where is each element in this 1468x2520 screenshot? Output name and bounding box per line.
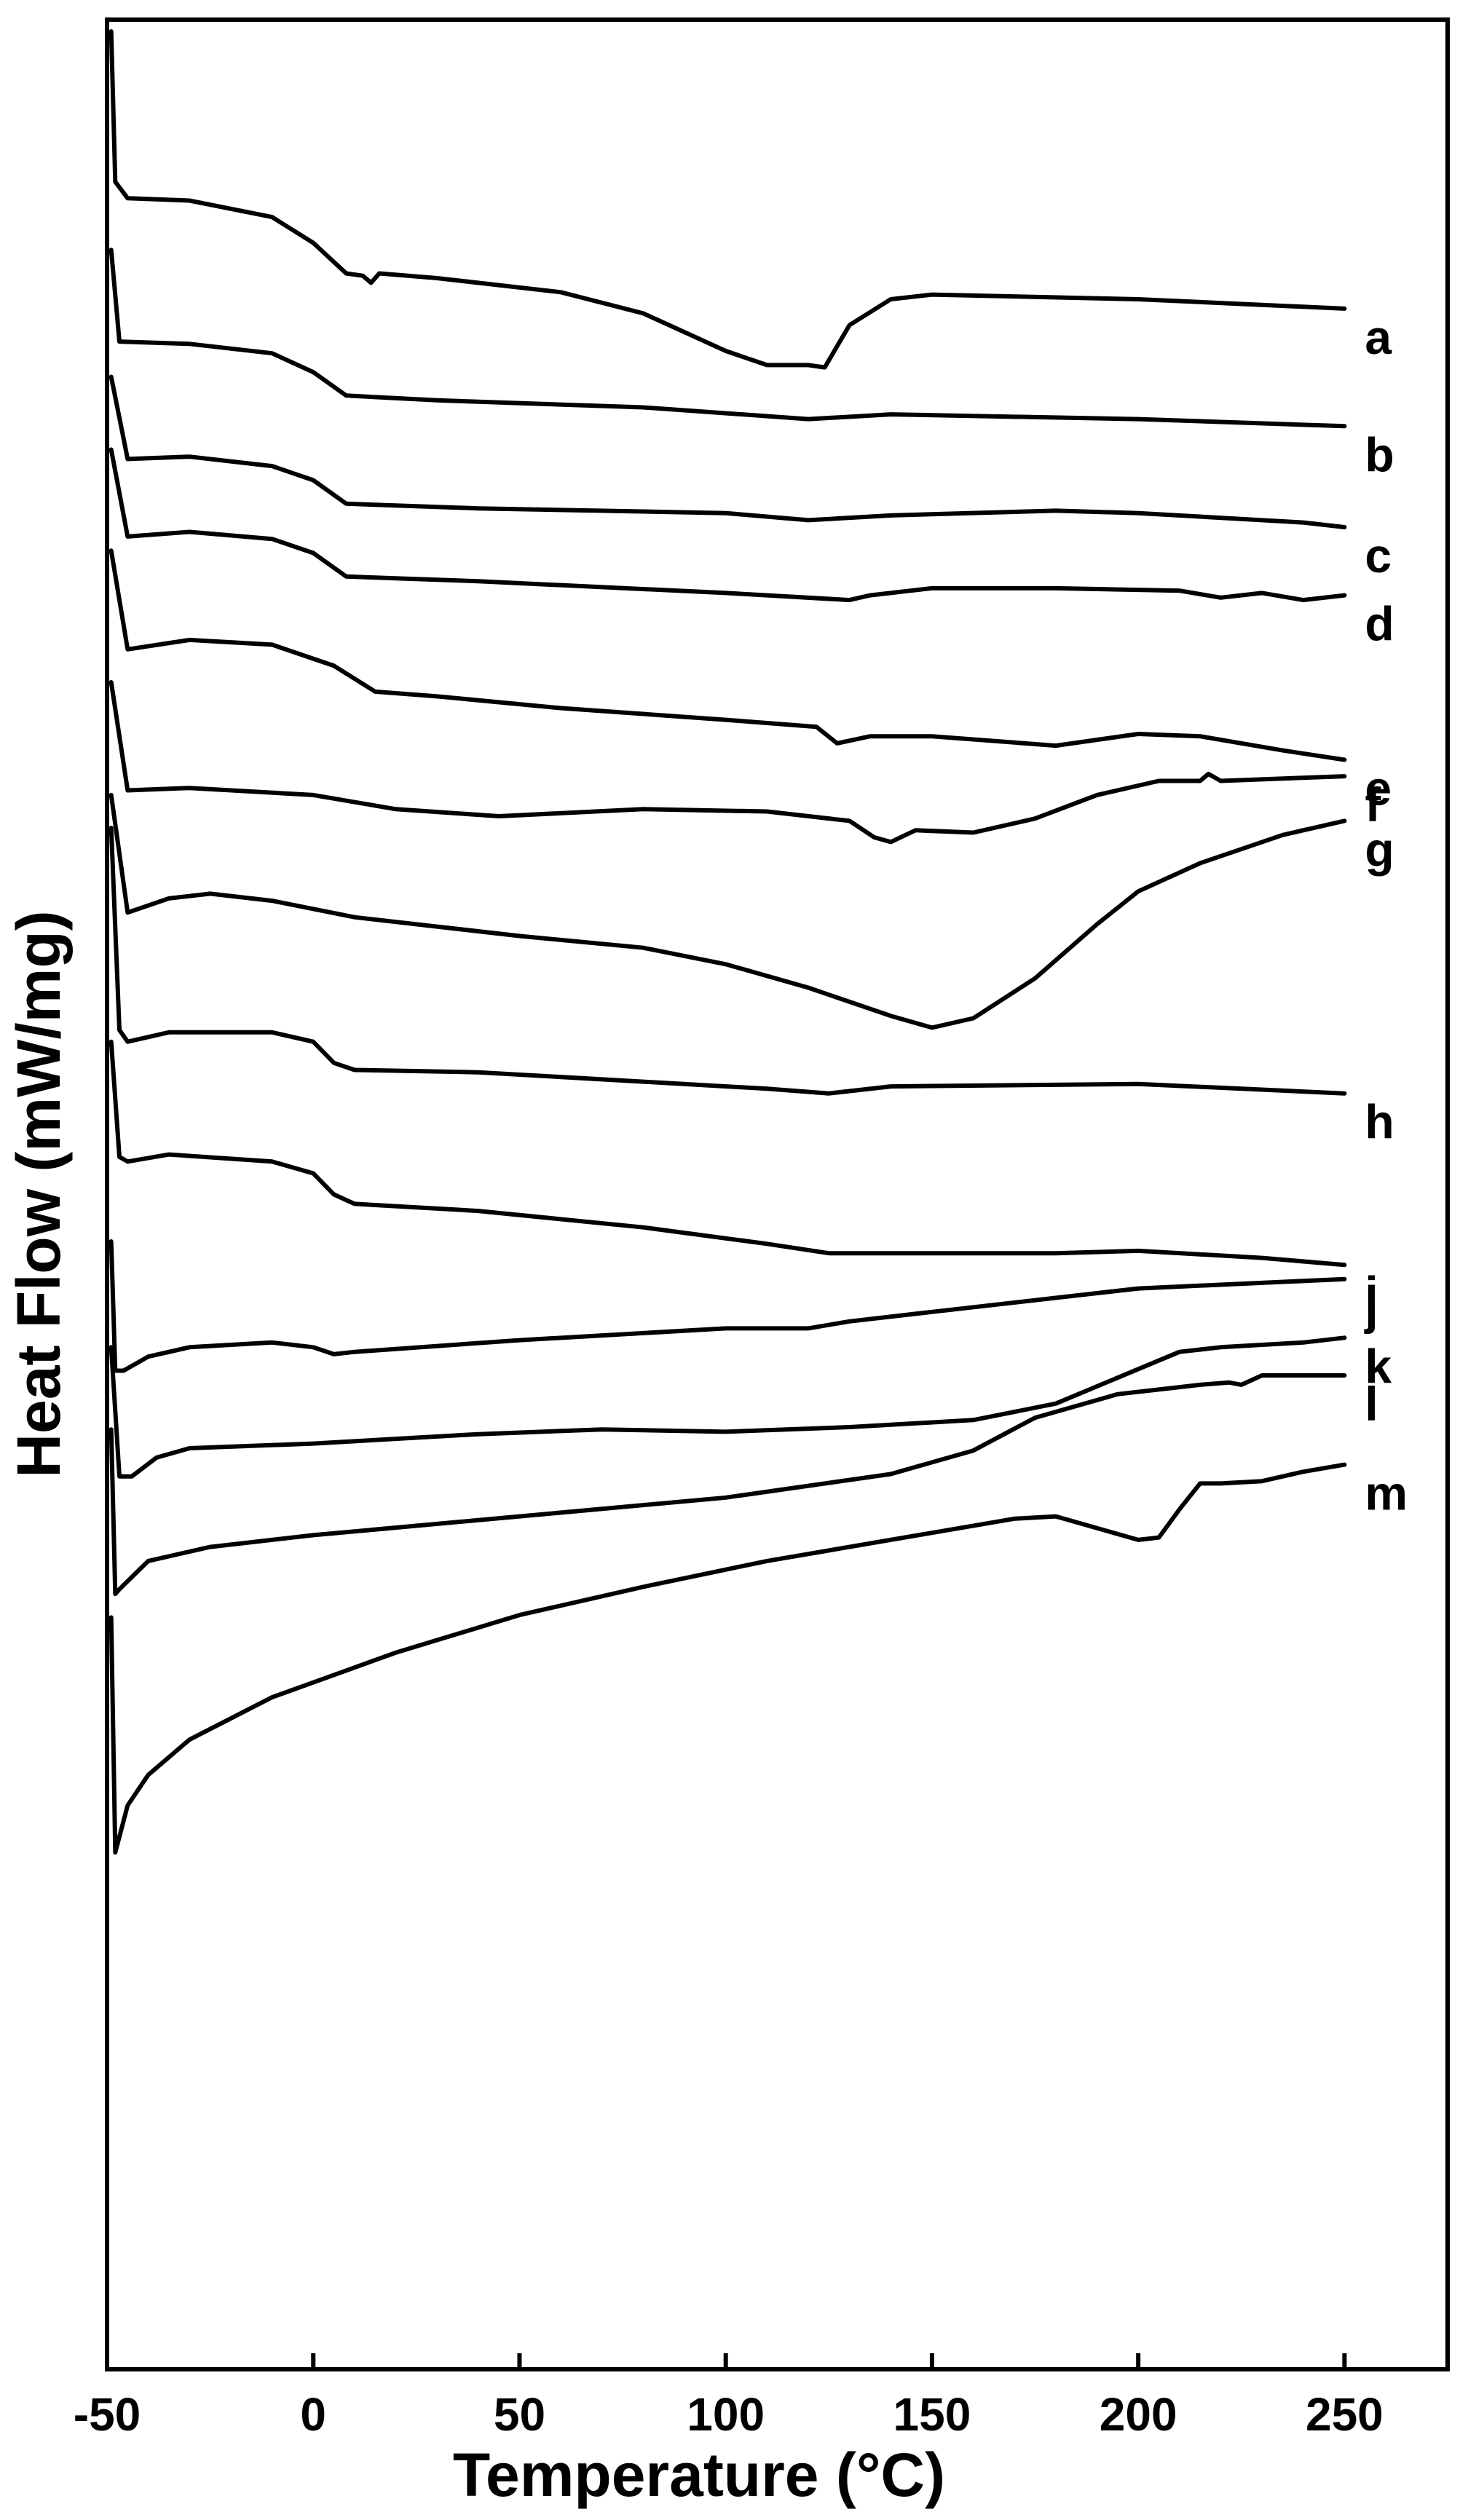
- x-tick-label: 50: [494, 2388, 545, 2441]
- series-label-i: i: [1365, 1266, 1378, 1320]
- series-label-f: f: [1365, 778, 1381, 832]
- plot-frame: [105, 17, 1450, 2371]
- series-label-b: b: [1365, 427, 1394, 481]
- x-tick-label: 100: [687, 2388, 765, 2441]
- x-axis-tick-labels: -50 0 50 100 150 200 250: [74, 2388, 1384, 2441]
- series-line-l: [108, 1373, 1347, 1597]
- series-label-m: m: [1365, 1466, 1408, 1520]
- series-line-e: [108, 548, 1347, 762]
- series-label-j: j: [1363, 1281, 1378, 1335]
- series-line-j: [108, 1239, 1347, 1373]
- series-label-k: k: [1365, 1339, 1392, 1393]
- series-curves: [108, 29, 1347, 1855]
- x-tick-label: -50: [74, 2388, 141, 2441]
- series-line-c: [108, 374, 1347, 529]
- x-tick-label: 0: [300, 2388, 326, 2441]
- series-label-a: a: [1365, 310, 1392, 364]
- series-line-f: [108, 680, 1347, 845]
- series-line-a: [108, 29, 1347, 370]
- series-line-b: [108, 248, 1347, 429]
- series-line-g: [108, 792, 1347, 1030]
- x-tick-label: 250: [1306, 2388, 1384, 2441]
- x-tick-label: 200: [1100, 2388, 1177, 2441]
- x-axis-ticks: [105, 2353, 1347, 2369]
- series-line-i: [108, 1039, 1347, 1268]
- series-label-g: g: [1365, 822, 1394, 876]
- series-line-h: [108, 826, 1347, 1096]
- series-label-c: c: [1365, 529, 1392, 582]
- x-axis-title: Temperature (°C): [453, 2441, 945, 2509]
- series-line-k: [108, 1335, 1347, 1479]
- series-label-e: e: [1365, 762, 1392, 815]
- series-line-m: [108, 1462, 1347, 1855]
- series-label-d: d: [1365, 597, 1394, 651]
- y-axis-title: Heat Flow (mW/mg): [4, 910, 73, 1477]
- series-label-l: l: [1365, 1377, 1378, 1431]
- series-line-d: [108, 447, 1347, 603]
- x-tick-label: 150: [893, 2388, 971, 2441]
- series-label-h: h: [1365, 1095, 1394, 1149]
